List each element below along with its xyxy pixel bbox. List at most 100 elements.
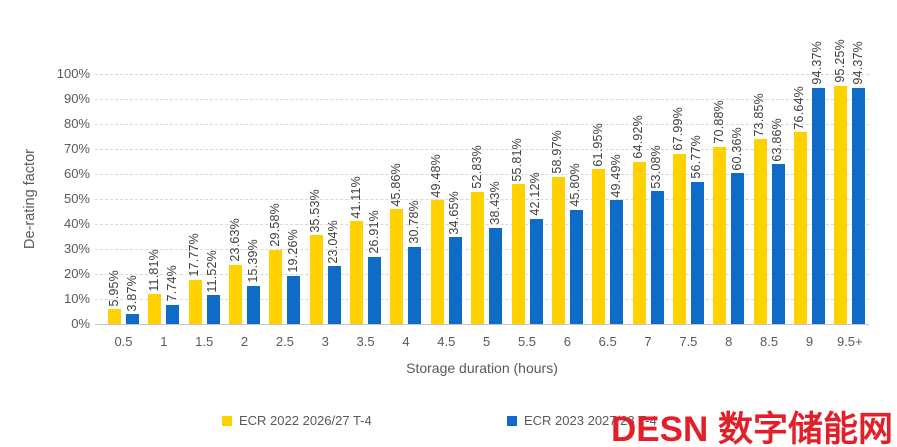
bar-value-label: 94.37%	[850, 41, 865, 86]
x-tick-label: 1.5	[195, 334, 214, 349]
x-tick-label: 7.5	[679, 334, 698, 349]
bar-value-label: 17.77%	[187, 232, 202, 277]
x-tick-label: 5.5	[517, 334, 537, 349]
bar-value-label: 49.48%	[429, 153, 444, 198]
x-tick-label: 6	[563, 334, 571, 349]
y-tick-label: 10%	[63, 291, 90, 306]
bar-ecr2022-8	[713, 146, 727, 324]
bar-ecr2022-9.5+	[834, 85, 848, 324]
bar-ecr2022-6.5	[592, 169, 606, 324]
bar-ecr2023-2.5	[287, 275, 301, 324]
legend-item-ecr-2022: ECR 2022 2026/27 T-4	[222, 413, 372, 428]
bar-value-label: 67.99%	[671, 107, 686, 152]
y-tick-label: 20%	[63, 266, 90, 281]
gridline	[95, 149, 869, 150]
bar-ecr2023-7.5	[690, 182, 704, 324]
bar-ecr2023-4.5	[448, 237, 462, 324]
bar-value-label: 15.39%	[245, 238, 260, 283]
bar-value-label: 95.25%	[832, 39, 847, 83]
x-tick-label: 4.5	[437, 334, 456, 349]
x-tick-label: 6.5	[598, 334, 617, 349]
y-tick-label: 50%	[63, 191, 90, 206]
bar-ecr2022-6	[551, 176, 565, 324]
bar-value-label: 11.52%	[205, 249, 220, 293]
x-tick-label: 2.5	[275, 334, 294, 349]
x-tick-label: 1	[160, 334, 168, 349]
bar-value-label: 5.95%	[106, 269, 121, 307]
bar-value-label: 7.74%	[164, 265, 179, 302]
bar-ecr2023-3.5	[368, 256, 382, 324]
bar-ecr2023-8	[731, 173, 745, 324]
legend-swatch-blue	[507, 415, 517, 426]
y-tick-label: 30%	[63, 241, 90, 256]
bar-value-label: 61.95%	[590, 122, 605, 167]
bar-ecr2022-2.5	[269, 250, 283, 324]
bar-value-label: 52.83%	[469, 145, 484, 189]
y-tick-label: 90%	[63, 91, 90, 106]
bar-ecr2023-1	[166, 304, 180, 324]
bar-value-label: 94.37%	[810, 41, 825, 86]
y-tick-label: 0%	[71, 316, 90, 331]
bar-ecr2023-1.5	[206, 295, 220, 324]
x-tick-label: 3	[321, 334, 329, 349]
gridline	[95, 324, 869, 325]
bar-ecr2022-3	[309, 235, 323, 324]
x-tick-label: 3.5	[356, 334, 375, 349]
bar-ecr2023-9.5+	[852, 88, 866, 324]
bar-value-label: 35.53%	[308, 188, 323, 233]
bar-ecr2023-8.5	[771, 164, 785, 324]
bar-ecr2022-7.5	[672, 154, 686, 324]
bar-ecr2022-2	[229, 264, 243, 324]
bar-ecr2023-7	[650, 191, 664, 324]
bar-value-label: 55.81%	[510, 137, 524, 182]
bar-ecr2022-9	[793, 132, 807, 324]
bar-ecr2022-8.5	[753, 139, 767, 324]
x-tick-label: 7	[644, 334, 652, 349]
x-tick-label: 0.5	[114, 334, 133, 349]
legend-item-ecr-2023: ECR 2023 2027/28 T-4	[507, 413, 657, 428]
x-tick-label: 2	[240, 334, 249, 349]
bar-value-label: 11.81%	[146, 248, 161, 292]
bar-ecr2023-5	[489, 227, 503, 324]
bar-ecr2022-5	[471, 191, 485, 324]
bar-value-label: 58.97%	[550, 129, 565, 174]
bar-ecr2022-1	[148, 294, 162, 324]
bar-ecr2023-3	[327, 266, 341, 324]
bar-value-label: 30.78%	[406, 200, 421, 245]
bar-value-label: 29.58%	[267, 203, 282, 248]
bar-value-label: 49.49%	[608, 153, 623, 198]
x-tick-label: 8	[725, 334, 733, 349]
bar-ecr2023-0.5	[126, 314, 139, 324]
bar-value-label: 41.11%	[348, 175, 363, 219]
bar-value-label: 26.91%	[366, 210, 381, 254]
gridline	[95, 124, 869, 125]
bar-value-label: 23.63%	[227, 218, 242, 262]
x-tick-label: 8.5	[760, 334, 779, 349]
gridline	[95, 174, 869, 175]
bar-value-label: 3.87%	[124, 274, 139, 312]
bar-value-label: 53.08%	[649, 144, 664, 189]
bar-ecr2022-4	[390, 209, 404, 324]
legend-label-ecr-2023: ECR 2023 2027/28 T-4	[524, 413, 657, 428]
bar-ecr2022-4.5	[430, 200, 444, 324]
bar-ecr2022-3.5	[350, 221, 364, 324]
bar-value-label: 45.80%	[568, 162, 583, 207]
bar-value-label: 42.12%	[528, 172, 542, 216]
bar-value-label: 34.65%	[447, 190, 462, 235]
bar-value-label: 56.77%	[689, 135, 704, 180]
bar-value-label: 23.04%	[326, 219, 341, 264]
y-tick-label: 60%	[63, 166, 90, 181]
bar-ecr2022-0.5	[108, 309, 121, 324]
x-tick-label: 4	[402, 334, 410, 349]
bar-value-label: 19.26%	[285, 229, 300, 273]
bar-ecr2023-5.5	[529, 218, 543, 324]
bar-ecr2023-4	[408, 247, 422, 324]
bar-value-label: 64.92%	[631, 115, 646, 159]
bar-ecr2023-6.5	[610, 200, 624, 324]
bar-value-label: 60.36%	[729, 126, 744, 171]
bar-value-label: 70.88%	[711, 100, 726, 144]
bar-ecr2022-7	[632, 161, 646, 324]
bar-ecr2023-6	[569, 209, 583, 324]
